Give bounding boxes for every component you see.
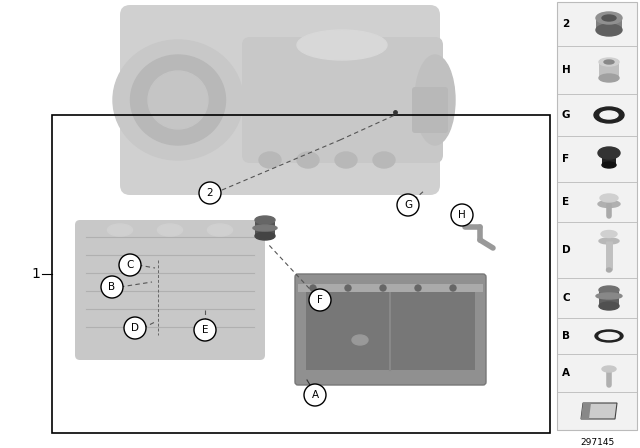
FancyBboxPatch shape	[120, 5, 440, 195]
Ellipse shape	[131, 55, 225, 145]
FancyBboxPatch shape	[557, 2, 637, 430]
Circle shape	[451, 204, 473, 226]
Ellipse shape	[352, 335, 368, 345]
Ellipse shape	[113, 40, 243, 160]
Text: A: A	[562, 368, 570, 378]
Ellipse shape	[598, 147, 620, 159]
Text: E: E	[563, 197, 570, 207]
Polygon shape	[581, 403, 591, 419]
Ellipse shape	[599, 286, 619, 294]
FancyBboxPatch shape	[295, 274, 486, 385]
Ellipse shape	[599, 302, 619, 310]
Text: D: D	[562, 245, 570, 255]
Text: 2: 2	[563, 19, 570, 29]
FancyBboxPatch shape	[298, 284, 483, 292]
Ellipse shape	[148, 71, 208, 129]
Ellipse shape	[335, 152, 357, 168]
Circle shape	[397, 194, 419, 216]
Ellipse shape	[253, 225, 277, 231]
Ellipse shape	[297, 30, 387, 60]
Ellipse shape	[259, 152, 281, 168]
Circle shape	[380, 285, 386, 291]
FancyBboxPatch shape	[599, 292, 619, 306]
Text: B: B	[562, 331, 570, 341]
Circle shape	[101, 276, 123, 298]
Ellipse shape	[599, 74, 619, 82]
Bar	[52, 115, 550, 433]
Text: 297145: 297145	[580, 438, 614, 447]
Ellipse shape	[604, 60, 614, 64]
Circle shape	[304, 384, 326, 406]
FancyBboxPatch shape	[596, 18, 622, 30]
Ellipse shape	[157, 224, 182, 236]
Circle shape	[310, 285, 316, 291]
Circle shape	[345, 285, 351, 291]
Text: 1: 1	[31, 267, 40, 281]
Ellipse shape	[599, 332, 619, 340]
Circle shape	[124, 317, 146, 339]
Ellipse shape	[602, 15, 616, 21]
Ellipse shape	[602, 366, 616, 372]
Ellipse shape	[415, 55, 455, 145]
Text: 2: 2	[207, 188, 213, 198]
Circle shape	[119, 254, 141, 276]
Ellipse shape	[207, 224, 232, 236]
Ellipse shape	[600, 194, 618, 202]
FancyBboxPatch shape	[412, 87, 448, 133]
Ellipse shape	[255, 216, 275, 224]
FancyBboxPatch shape	[75, 220, 265, 360]
Text: D: D	[131, 323, 139, 333]
Text: F: F	[563, 154, 570, 164]
Circle shape	[199, 182, 221, 204]
Text: H: H	[562, 65, 570, 75]
Circle shape	[450, 285, 456, 291]
Ellipse shape	[599, 238, 619, 244]
Ellipse shape	[601, 231, 617, 237]
Ellipse shape	[297, 152, 319, 168]
Ellipse shape	[108, 224, 132, 236]
Text: C: C	[562, 293, 570, 303]
Text: H: H	[458, 210, 466, 220]
Ellipse shape	[598, 201, 620, 207]
Ellipse shape	[596, 293, 622, 299]
FancyBboxPatch shape	[242, 37, 443, 163]
FancyBboxPatch shape	[306, 285, 475, 370]
Ellipse shape	[596, 12, 622, 24]
Text: A: A	[312, 390, 319, 400]
FancyBboxPatch shape	[602, 153, 616, 165]
Ellipse shape	[595, 330, 623, 342]
Circle shape	[415, 285, 421, 291]
Text: G: G	[562, 110, 570, 120]
Ellipse shape	[255, 232, 275, 240]
Ellipse shape	[596, 24, 622, 36]
FancyBboxPatch shape	[599, 60, 619, 78]
Polygon shape	[581, 403, 617, 419]
Ellipse shape	[602, 162, 616, 168]
Text: G: G	[404, 200, 412, 210]
Ellipse shape	[607, 268, 611, 272]
Text: B: B	[108, 282, 116, 292]
Text: C: C	[126, 260, 134, 270]
Text: E: E	[202, 325, 208, 335]
Circle shape	[309, 289, 331, 311]
Circle shape	[194, 319, 216, 341]
Ellipse shape	[599, 58, 619, 66]
Ellipse shape	[373, 152, 395, 168]
Text: F: F	[317, 295, 323, 305]
Ellipse shape	[600, 111, 618, 119]
Ellipse shape	[594, 107, 624, 123]
FancyBboxPatch shape	[255, 222, 275, 236]
